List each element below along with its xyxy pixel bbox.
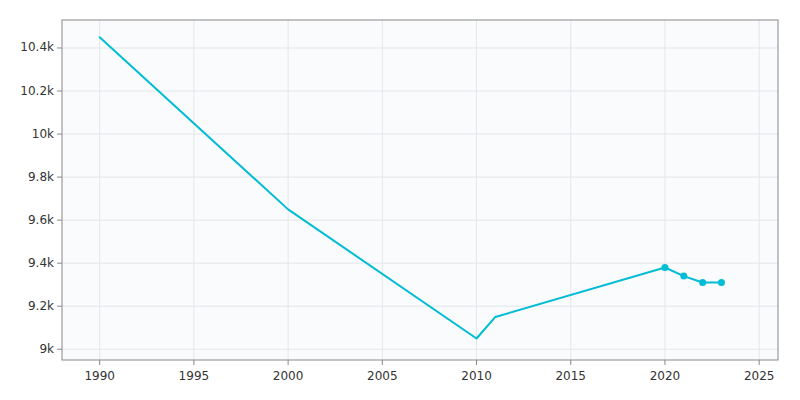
- x-tick-label: 1990: [84, 369, 115, 383]
- y-tick-label: 9k: [39, 342, 54, 356]
- y-tick-label: 9.2k: [28, 299, 54, 313]
- point: [699, 279, 706, 286]
- x-tick-label: 2020: [650, 369, 681, 383]
- y-tick-label: 10.2k: [20, 84, 54, 98]
- y-tick: [57, 306, 62, 307]
- x-tick: [288, 360, 289, 365]
- y-tick-label: 9.6k: [28, 213, 54, 227]
- chart-svg: 9k 9.2k 9.4k 9.6k 9.8k 10k 10.2k 10.4k 1990 1995 2…: [0, 0, 800, 400]
- x-grid-line: [570, 20, 571, 360]
- y-grid-line: [62, 349, 778, 350]
- x-grid-line: [664, 20, 665, 360]
- x-tick-label: 2000: [273, 369, 304, 383]
- line: [100, 37, 722, 338]
- x-tick: [664, 360, 665, 365]
- x-grid-line: [476, 20, 477, 360]
- y-grid-line: [62, 177, 778, 178]
- y-tick: [57, 177, 62, 178]
- plot-background: [62, 20, 778, 360]
- point: [718, 279, 725, 286]
- chart-container: 9k 9.2k 9.4k 9.6k 9.8k 10k 10.2k 10.4k 1990 1995 2…: [0, 0, 800, 400]
- y-tick-label: 9.8k: [28, 170, 54, 184]
- y-tick-label: 10.4k: [20, 40, 54, 54]
- y-grid-line: [62, 263, 778, 264]
- x-tick-label: 2010: [461, 369, 492, 383]
- axes: 9k 9.2k 9.4k 9.6k 9.8k 10k 10.2k 10.4k 1990 1995 2…: [20, 40, 774, 383]
- point: [680, 273, 687, 280]
- y-tick-label: 9.4k: [28, 256, 54, 270]
- x-grid-line: [382, 20, 383, 360]
- x-grid-line: [759, 20, 760, 360]
- y-tick: [57, 134, 62, 135]
- y-grid-line: [62, 91, 778, 92]
- y-grid-line: [62, 134, 778, 135]
- y-tick: [57, 47, 62, 48]
- x-tick: [759, 360, 760, 365]
- y-grid-line: [62, 47, 778, 48]
- plot-frame: [62, 20, 778, 360]
- y-tick-label: 10k: [32, 127, 54, 141]
- x-tick: [476, 360, 477, 365]
- y-tick: [57, 263, 62, 264]
- x-tick-label: 1995: [179, 369, 210, 383]
- x-tick: [382, 360, 383, 365]
- x-grid-line: [99, 20, 100, 360]
- x-grid-line: [193, 20, 194, 360]
- x-tick: [99, 360, 100, 365]
- y-grid-line: [62, 220, 778, 221]
- x-tick-label: 2025: [744, 369, 775, 383]
- x-tick: [570, 360, 571, 365]
- y-grid-line: [62, 306, 778, 307]
- x-tick-label: 2005: [367, 369, 398, 383]
- point: [661, 264, 668, 271]
- x-tick: [193, 360, 194, 365]
- x-tick-label: 2015: [555, 369, 586, 383]
- grid: [62, 20, 778, 360]
- y-tick: [57, 220, 62, 221]
- y-tick: [57, 91, 62, 92]
- y-tick: [57, 349, 62, 350]
- marks: [100, 37, 725, 338]
- x-grid-line: [288, 20, 289, 360]
